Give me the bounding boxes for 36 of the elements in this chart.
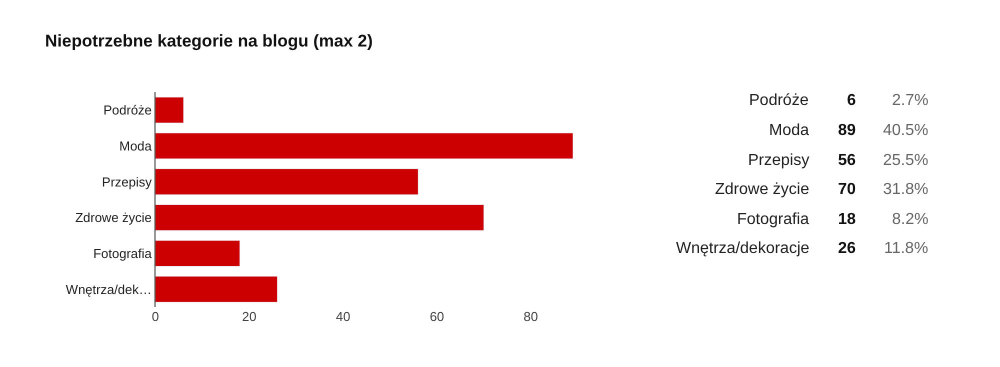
bar bbox=[155, 96, 184, 124]
text: 25.5% bbox=[883, 152, 928, 169]
data-label: 70 bbox=[838, 181, 856, 198]
x-tick-label: 0 bbox=[152, 309, 160, 324]
data-label: 89 bbox=[838, 122, 856, 139]
bar bbox=[155, 276, 278, 302]
y-tick-label: Moda bbox=[119, 138, 153, 154]
y-tick-label: Wnętrza/dek… bbox=[66, 282, 152, 297]
x-tick-label: 80 bbox=[524, 309, 538, 324]
category-label: Fotografia bbox=[737, 211, 810, 228]
x-tick-label: 60 bbox=[430, 309, 444, 324]
chart-title: Niepotrzebne kategorie na blogu (max 2) bbox=[45, 31, 373, 50]
category-label: Wnętrza/dekoracje bbox=[676, 240, 810, 257]
y-tick-label: Podróże bbox=[103, 102, 152, 118]
data-label: 26 bbox=[838, 240, 856, 257]
category-label: Zdrowe życie bbox=[715, 181, 810, 198]
bar bbox=[155, 240, 240, 267]
text: 11.8% bbox=[884, 240, 928, 257]
text: 2.7% bbox=[892, 92, 928, 109]
data-label: 18 bbox=[838, 211, 856, 228]
bar bbox=[155, 132, 574, 160]
text: 31.8% bbox=[883, 181, 928, 198]
x-tick-label: 20 bbox=[242, 309, 256, 324]
y-tick-label: Zdrowe życie bbox=[75, 210, 152, 226]
bar bbox=[155, 168, 418, 195]
data-label: 56 bbox=[838, 152, 856, 169]
x-tick-label: 40 bbox=[336, 309, 350, 324]
y-tick-label: Fotografia bbox=[93, 246, 153, 261]
text: 8.2% bbox=[892, 211, 928, 228]
text: 40.5% bbox=[883, 122, 928, 139]
data-label: 6 bbox=[847, 92, 856, 109]
category-label: Moda bbox=[769, 122, 810, 139]
bar bbox=[155, 204, 484, 231]
category-label: Podróże bbox=[749, 92, 809, 109]
y-tick-label: Przepisy bbox=[102, 174, 152, 190]
category-label: Przepisy bbox=[748, 152, 810, 169]
